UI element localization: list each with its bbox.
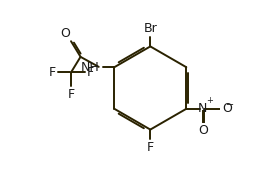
Text: F: F [48, 66, 55, 79]
Text: −: − [226, 100, 234, 110]
Text: F: F [87, 66, 94, 79]
Text: F: F [68, 88, 74, 101]
Text: +: + [207, 96, 214, 105]
Text: O: O [198, 124, 208, 137]
Text: Br: Br [143, 22, 157, 35]
Text: NH: NH [81, 61, 99, 74]
Text: O: O [222, 102, 232, 115]
Text: N: N [198, 102, 207, 115]
Text: F: F [147, 141, 154, 154]
Text: O: O [60, 27, 70, 40]
